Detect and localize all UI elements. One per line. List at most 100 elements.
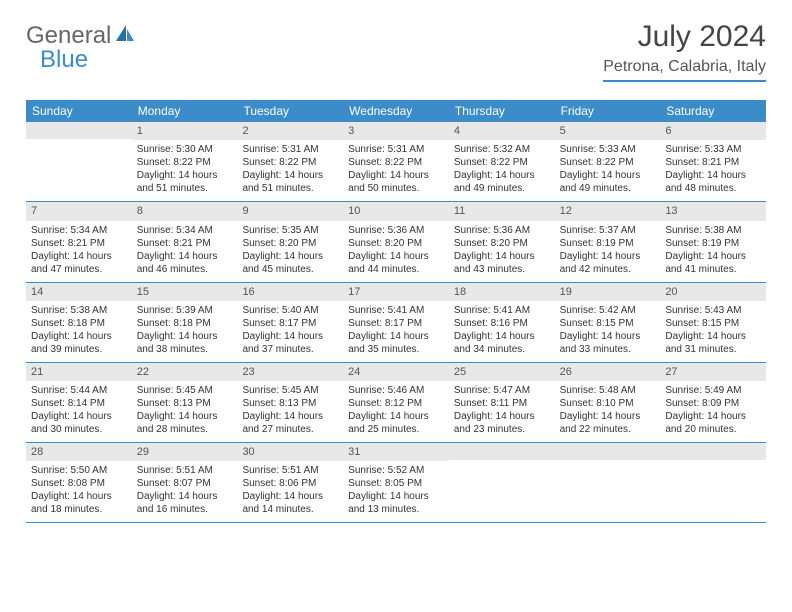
day-cell: 4Sunrise: 5:32 AMSunset: 8:22 PMDaylight…	[449, 122, 555, 201]
day-number: 15	[132, 283, 238, 301]
day-cell: 31Sunrise: 5:52 AMSunset: 8:05 PMDayligh…	[343, 443, 449, 522]
day-number: 8	[132, 202, 238, 220]
day-body: Sunrise: 5:41 AMSunset: 8:16 PMDaylight:…	[449, 301, 555, 362]
day-body: Sunrise: 5:31 AMSunset: 8:22 PMDaylight:…	[343, 140, 449, 201]
day-number: 9	[237, 202, 343, 220]
day-cell: 9Sunrise: 5:35 AMSunset: 8:20 PMDaylight…	[237, 202, 343, 281]
sunrise-text: Sunrise: 5:40 AM	[242, 304, 338, 317]
day-body: Sunrise: 5:46 AMSunset: 8:12 PMDaylight:…	[343, 381, 449, 442]
sunset-text: Sunset: 8:13 PM	[137, 397, 233, 410]
sunset-text: Sunset: 8:13 PM	[242, 397, 338, 410]
logo-sail-icon	[114, 22, 136, 50]
daylight-text: Daylight: 14 hours and 35 minutes.	[348, 330, 444, 356]
day-body: Sunrise: 5:33 AMSunset: 8:21 PMDaylight:…	[660, 140, 766, 201]
sunset-text: Sunset: 8:09 PM	[665, 397, 761, 410]
day-cell: 5Sunrise: 5:33 AMSunset: 8:22 PMDaylight…	[555, 122, 661, 201]
day-number: 29	[132, 443, 238, 461]
daylight-text: Daylight: 14 hours and 51 minutes.	[242, 169, 338, 195]
sunset-text: Sunset: 8:19 PM	[665, 237, 761, 250]
day-number: 1	[132, 122, 238, 140]
day-number	[449, 443, 555, 460]
daylight-text: Daylight: 14 hours and 30 minutes.	[31, 410, 127, 436]
day-number: 18	[449, 283, 555, 301]
daylight-text: Daylight: 14 hours and 49 minutes.	[560, 169, 656, 195]
sunset-text: Sunset: 8:22 PM	[137, 156, 233, 169]
week-row: 28Sunrise: 5:50 AMSunset: 8:08 PMDayligh…	[26, 443, 766, 523]
day-number: 20	[660, 283, 766, 301]
sunset-text: Sunset: 8:21 PM	[137, 237, 233, 250]
day-body: Sunrise: 5:38 AMSunset: 8:19 PMDaylight:…	[660, 221, 766, 282]
sunset-text: Sunset: 8:16 PM	[454, 317, 550, 330]
sunset-text: Sunset: 8:08 PM	[31, 477, 127, 490]
day-body: Sunrise: 5:49 AMSunset: 8:09 PMDaylight:…	[660, 381, 766, 442]
sunset-text: Sunset: 8:06 PM	[242, 477, 338, 490]
daylight-text: Daylight: 14 hours and 48 minutes.	[665, 169, 761, 195]
daylight-text: Daylight: 14 hours and 43 minutes.	[454, 250, 550, 276]
day-number: 16	[237, 283, 343, 301]
day-body: Sunrise: 5:35 AMSunset: 8:20 PMDaylight:…	[237, 221, 343, 282]
day-body: Sunrise: 5:38 AMSunset: 8:18 PMDaylight:…	[26, 301, 132, 362]
day-body: Sunrise: 5:33 AMSunset: 8:22 PMDaylight:…	[555, 140, 661, 201]
daylight-text: Daylight: 14 hours and 18 minutes.	[31, 490, 127, 516]
day-cell: 11 Sunrise: 5:36 AMSunset: 8:20 PMDayligh…	[449, 202, 555, 281]
daylight-text: Daylight: 14 hours and 38 minutes.	[137, 330, 233, 356]
day-cell	[555, 443, 661, 522]
day-body: Sunrise: 5:48 AMSunset: 8:10 PMDaylight:…	[555, 381, 661, 442]
day-number: 13	[660, 202, 766, 220]
week-row: 7Sunrise: 5:34 AMSunset: 8:21 PMDaylight…	[26, 202, 766, 282]
day-cell: 23Sunrise: 5:45 AMSunset: 8:13 PMDayligh…	[237, 363, 343, 442]
sunrise-text: Sunrise: 5:39 AM	[137, 304, 233, 317]
day-cell: 17Sunrise: 5:41 AMSunset: 8:17 PMDayligh…	[343, 283, 449, 362]
sunset-text: Sunset: 8:22 PM	[560, 156, 656, 169]
daylight-text: Daylight: 14 hours and 51 minutes.	[137, 169, 233, 195]
daylight-text: Daylight: 14 hours and 28 minutes.	[137, 410, 233, 436]
day-number: 17	[343, 283, 449, 301]
month-title: July 2024	[603, 20, 766, 54]
daylight-text: Daylight: 14 hours and 41 minutes.	[665, 250, 761, 276]
dow-header: Saturday	[660, 100, 766, 122]
day-cell: 27Sunrise: 5:49 AMSunset: 8:09 PMDayligh…	[660, 363, 766, 442]
day-cell: 19Sunrise: 5:42 AMSunset: 8:15 PMDayligh…	[555, 283, 661, 362]
sunset-text: Sunset: 8:10 PM	[560, 397, 656, 410]
day-number: 27	[660, 363, 766, 381]
day-cell	[660, 443, 766, 522]
sunset-text: Sunset: 8:20 PM	[454, 237, 550, 250]
sunrise-text: Sunrise: 5:34 AM	[31, 224, 127, 237]
sunset-text: Sunset: 8:07 PM	[137, 477, 233, 490]
day-cell: 2Sunrise: 5:31 AMSunset: 8:22 PMDaylight…	[237, 122, 343, 201]
day-cell: 26Sunrise: 5:48 AMSunset: 8:10 PMDayligh…	[555, 363, 661, 442]
day-number: 11	[449, 202, 555, 220]
day-cell: 29Sunrise: 5:51 AMSunset: 8:07 PMDayligh…	[132, 443, 238, 522]
sunset-text: Sunset: 8:22 PM	[242, 156, 338, 169]
day-cell: 18Sunrise: 5:41 AMSunset: 8:16 PMDayligh…	[449, 283, 555, 362]
day-body: Sunrise: 5:34 AMSunset: 8:21 PMDaylight:…	[26, 221, 132, 282]
day-cell: 25Sunrise: 5:47 AMSunset: 8:11 PMDayligh…	[449, 363, 555, 442]
sunrise-text: Sunrise: 5:44 AM	[31, 384, 127, 397]
day-cell: 13Sunrise: 5:38 AMSunset: 8:19 PMDayligh…	[660, 202, 766, 281]
daylight-text: Daylight: 14 hours and 22 minutes.	[560, 410, 656, 436]
sunset-text: Sunset: 8:19 PM	[560, 237, 656, 250]
sunrise-text: Sunrise: 5:51 AM	[242, 464, 338, 477]
day-cell: 6Sunrise: 5:33 AMSunset: 8:21 PMDaylight…	[660, 122, 766, 201]
sunset-text: Sunset: 8:15 PM	[560, 317, 656, 330]
sunrise-text: Sunrise: 5:36 AM	[454, 224, 550, 237]
day-body: Sunrise: 5:34 AMSunset: 8:21 PMDaylight:…	[132, 221, 238, 282]
daylight-text: Daylight: 14 hours and 44 minutes.	[348, 250, 444, 276]
days-of-week-header: SundayMondayTuesdayWednesdayThursdayFrid…	[26, 100, 766, 122]
sunset-text: Sunset: 8:22 PM	[348, 156, 444, 169]
sunrise-text: Sunrise: 5:52 AM	[348, 464, 444, 477]
dow-header: Friday	[555, 100, 661, 122]
week-row: 14Sunrise: 5:38 AMSunset: 8:18 PMDayligh…	[26, 283, 766, 363]
sunrise-text: Sunrise: 5:32 AM	[454, 143, 550, 156]
daylight-text: Daylight: 14 hours and 33 minutes.	[560, 330, 656, 356]
day-body: Sunrise: 5:51 AMSunset: 8:07 PMDaylight:…	[132, 461, 238, 522]
day-body: Sunrise: 5:31 AMSunset: 8:22 PMDaylight:…	[237, 140, 343, 201]
day-number: 21	[26, 363, 132, 381]
day-number: 22	[132, 363, 238, 381]
sunset-text: Sunset: 8:17 PM	[242, 317, 338, 330]
sunrise-text: Sunrise: 5:50 AM	[31, 464, 127, 477]
header: July 2024 Petrona, Calabria, Italy	[603, 20, 766, 82]
day-number: 5	[555, 122, 661, 140]
logo-text-2: Blue	[40, 46, 88, 74]
sunset-text: Sunset: 8:12 PM	[348, 397, 444, 410]
